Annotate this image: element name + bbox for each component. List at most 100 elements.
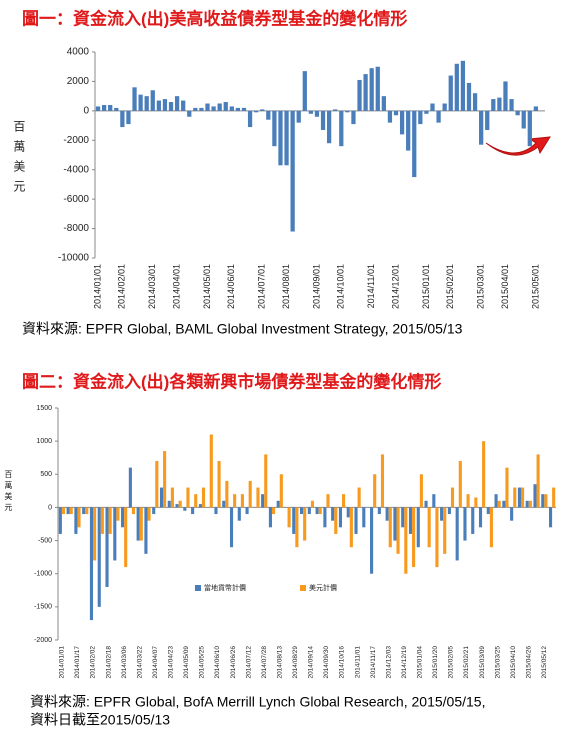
bar (489, 507, 493, 548)
bar (533, 106, 539, 111)
x-tick-label: 2014/03/22 (136, 646, 143, 679)
bar (406, 110, 411, 151)
bar (97, 507, 101, 607)
bar (435, 507, 439, 568)
bar (318, 507, 322, 515)
bar (268, 507, 272, 528)
bar (108, 507, 112, 534)
bar (229, 106, 234, 111)
bar (323, 507, 327, 528)
bar (509, 99, 514, 111)
bar (412, 507, 416, 568)
legend-swatch (195, 585, 201, 591)
x-tick-label: 2014/02/02 (90, 646, 97, 679)
bar (138, 94, 143, 111)
bar (175, 504, 179, 508)
bar (432, 494, 436, 508)
bar (354, 507, 358, 534)
bar (458, 461, 462, 508)
bar (120, 110, 125, 128)
legend-label: 當地貨幣計價 (204, 583, 246, 592)
bar (266, 110, 271, 120)
x-tick-label: 2014/03/06 (121, 646, 128, 679)
bar (541, 494, 545, 508)
bar (346, 507, 350, 518)
x-tick-label: 2015/03/09 (479, 646, 486, 679)
x-tick-label: 2015/01/01 (421, 264, 431, 309)
x-tick-label: 2014/08/13 (276, 646, 283, 679)
bar (69, 507, 73, 515)
bar (548, 507, 553, 528)
x-tick-label: 2014/03/01 (147, 264, 157, 309)
bar (373, 474, 377, 508)
bar (245, 507, 249, 515)
bar (167, 500, 171, 508)
source-note: 資料來源: EPFR Global, BofA Merrill Lynch Gl… (30, 694, 485, 710)
source-note: 資料來源: EPFR Global, BAML Global Investmen… (22, 321, 463, 337)
bar (152, 507, 156, 515)
bar (136, 507, 140, 541)
bar (331, 507, 335, 521)
bar (264, 454, 268, 508)
bar (448, 75, 453, 111)
x-tick-label: 2014/09/01 (311, 264, 321, 309)
bar (472, 93, 478, 111)
y-axis-label: 百萬美元 (12, 120, 26, 200)
bar (440, 507, 444, 521)
bar (237, 507, 241, 521)
y-tick-label: -2000 (63, 135, 89, 146)
bar (401, 507, 405, 528)
bar (150, 90, 155, 111)
y-tick-label: -1500 (34, 604, 52, 611)
bar (93, 507, 97, 561)
bar (248, 480, 252, 508)
bar (194, 494, 198, 508)
x-tick-label: 2015/01/20 (432, 646, 439, 679)
bar (370, 507, 374, 574)
bar (116, 507, 120, 521)
bar (393, 507, 397, 541)
bar (155, 461, 159, 508)
bar (183, 507, 187, 511)
bar (377, 507, 381, 515)
bar (121, 507, 125, 528)
x-tick-label: 2014/12/01 (390, 264, 400, 309)
bar (478, 507, 483, 528)
bar (272, 110, 277, 147)
x-tick-label: 2014/04/23 (168, 646, 175, 679)
bar (66, 507, 70, 515)
y-tick-label: 4000 (67, 47, 90, 58)
bar (229, 507, 234, 548)
bar (225, 480, 229, 508)
bar (447, 507, 451, 515)
x-tick-label: 2014/05/01 (202, 264, 212, 309)
bar (261, 494, 265, 508)
bar (82, 507, 86, 515)
bar (494, 494, 498, 508)
bar (105, 507, 109, 587)
bar (95, 106, 101, 111)
bar (187, 110, 192, 117)
x-tick-label: 2014/12/19 (401, 646, 408, 679)
bar (387, 110, 393, 123)
bar (505, 467, 509, 508)
bar (100, 507, 104, 534)
bar (159, 487, 164, 508)
x-tick-label: 2014/08/29 (292, 646, 299, 679)
x-tick-label: 2015/01/04 (417, 646, 424, 679)
bar (380, 454, 385, 508)
y-tick-label: -6000 (63, 194, 89, 205)
bar (279, 474, 283, 508)
bar (525, 500, 529, 508)
bar (186, 487, 190, 508)
bar (315, 507, 319, 515)
x-tick-label: 2014/04/01 (171, 264, 181, 309)
bar (528, 500, 532, 508)
bar (385, 507, 389, 521)
bar (404, 507, 408, 574)
bar (214, 507, 218, 515)
bar (333, 109, 338, 111)
bar (174, 96, 180, 111)
bar (510, 507, 514, 521)
